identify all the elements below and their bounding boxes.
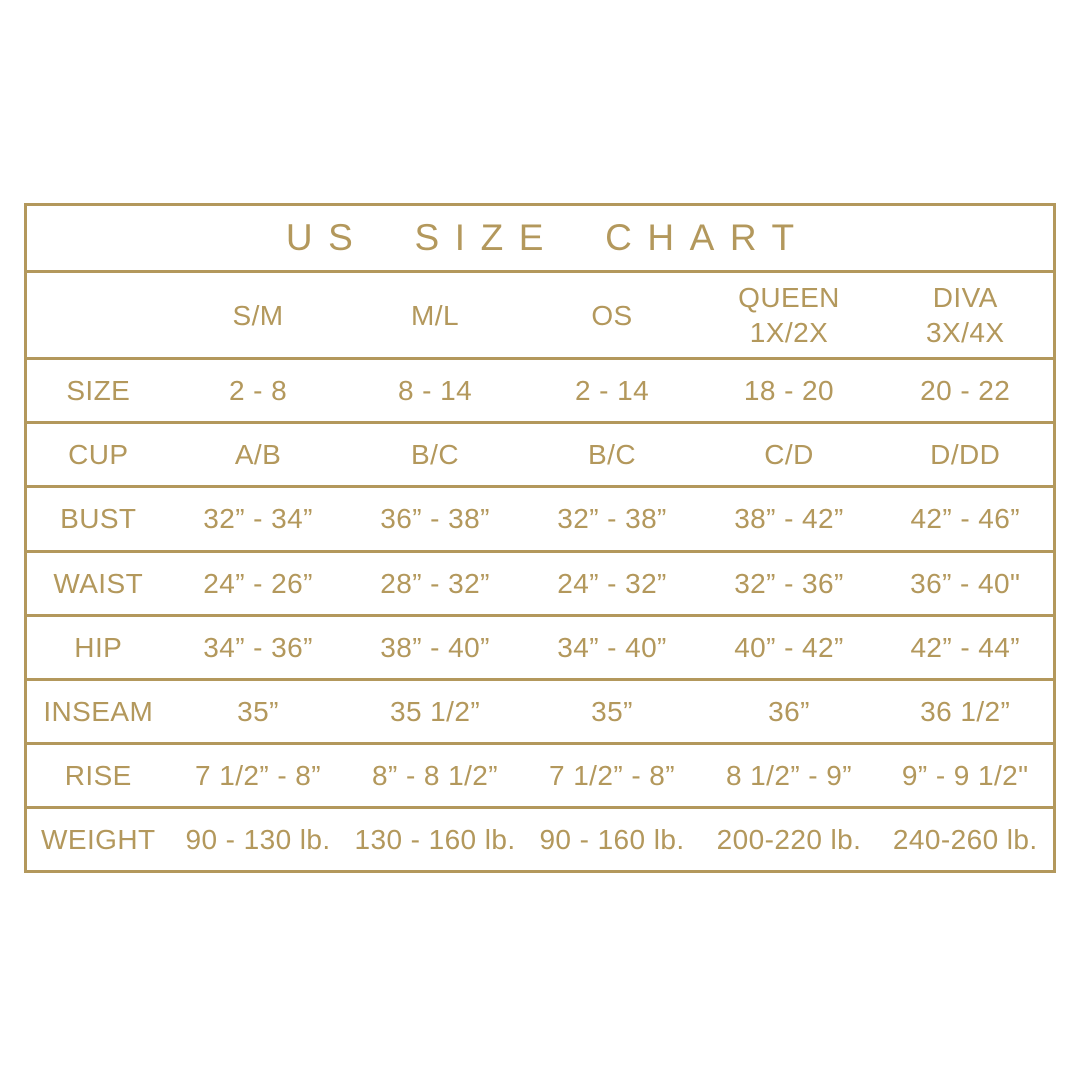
corner-cell — [25, 271, 170, 361]
table-cell: A/B — [169, 422, 347, 489]
table-cell: 36 1/2” — [877, 679, 1055, 745]
table-row-inseam: INSEAM 35” 35 1/2” 35” 36” 36 1/2” — [25, 679, 1055, 745]
table-cell: 18 - 20 — [700, 358, 878, 425]
column-header-sm: S/M — [169, 271, 347, 361]
chart-title: US SIZE CHART — [25, 204, 1055, 274]
table-cell: 36” - 38” — [346, 486, 524, 553]
table-cell: 35 1/2” — [346, 679, 524, 745]
table-cell: 7 1/2” - 8” — [523, 743, 701, 809]
row-label: WEIGHT — [25, 807, 170, 874]
table-cell: 2 - 14 — [523, 358, 701, 425]
table-cell: 38” - 42” — [700, 486, 878, 553]
table-row-bust: BUST 32” - 34” 36” - 38” 32” - 38” 38” -… — [25, 486, 1055, 553]
column-header-sublabel: 3X/4X — [926, 317, 1005, 349]
column-header-label: OS — [591, 299, 633, 331]
column-header-ml: M/L — [346, 271, 524, 361]
table-cell: 38” - 40” — [346, 615, 524, 681]
column-header-label: DIVA — [932, 282, 998, 314]
row-label: SIZE — [25, 358, 170, 425]
column-header-label: QUEEN — [738, 282, 840, 314]
table-cell: 42” - 44” — [877, 615, 1055, 681]
table-row-hip: HIP 34” - 36” 38” - 40” 34” - 40” 40” - … — [25, 615, 1055, 681]
table-cell: 24” - 26” — [169, 551, 347, 617]
us-size-chart-table: US SIZE CHART S/M M/L OS QUEEN — [24, 203, 1056, 874]
column-header-label: S/M — [232, 299, 284, 331]
column-header-os: OS — [523, 271, 701, 361]
table-cell: 8 - 14 — [346, 358, 524, 425]
column-header-diva: DIVA 3X/4X — [877, 271, 1055, 361]
row-label: BUST — [25, 486, 170, 553]
table-cell: 34” - 36” — [169, 615, 347, 681]
table-cell: 28” - 32” — [346, 551, 524, 617]
table-row-rise: RISE 7 1/2” - 8” 8” - 8 1/2” 7 1/2” - 8”… — [25, 743, 1055, 809]
table-cell: 32” - 36” — [700, 551, 878, 617]
table-cell: 42” - 46” — [877, 486, 1055, 553]
row-label: RISE — [25, 743, 170, 809]
table-cell: 20 - 22 — [877, 358, 1055, 425]
table-cell: 36” - 40" — [877, 551, 1055, 617]
table-cell: 240-260 lb. — [877, 807, 1055, 874]
title-row: US SIZE CHART — [25, 204, 1055, 274]
row-label: INSEAM — [25, 679, 170, 745]
table-cell: 90 - 160 lb. — [523, 807, 701, 874]
row-label: WAIST — [25, 551, 170, 617]
table-cell: 90 - 130 lb. — [169, 807, 347, 874]
table-cell: C/D — [700, 422, 878, 489]
table-cell: 130 - 160 lb. — [346, 807, 524, 874]
column-header-label: M/L — [411, 299, 459, 331]
table-row-cup: CUP A/B B/C B/C C/D D/DD — [25, 422, 1055, 489]
table-cell: 35” — [523, 679, 701, 745]
table-cell: 8” - 8 1/2” — [346, 743, 524, 809]
table-cell: 32” - 34” — [169, 486, 347, 553]
table-cell: 35” — [169, 679, 347, 745]
table-cell: 2 - 8 — [169, 358, 347, 425]
column-header-row: S/M M/L OS QUEEN 1X/2X DIVA 3X/4X — [25, 271, 1055, 361]
table-cell: 36” — [700, 679, 878, 745]
table-cell: 34” - 40” — [523, 615, 701, 681]
row-label: HIP — [25, 615, 170, 681]
table-row-waist: WAIST 24” - 26” 28” - 32” 24” - 32” 32” … — [25, 551, 1055, 617]
table-cell: 8 1/2” - 9” — [700, 743, 878, 809]
table-cell: B/C — [523, 422, 701, 489]
table-row-weight: WEIGHT 90 - 130 lb. 130 - 160 lb. 90 - 1… — [25, 807, 1055, 874]
table-row-size: SIZE 2 - 8 8 - 14 2 - 14 18 - 20 20 - 22 — [25, 358, 1055, 425]
column-header-queen: QUEEN 1X/2X — [700, 271, 878, 361]
table-cell: 32” - 38” — [523, 486, 701, 553]
table-cell: D/DD — [877, 422, 1055, 489]
table-cell: B/C — [346, 422, 524, 489]
table-cell: 200-220 lb. — [700, 807, 878, 874]
table-cell: 7 1/2” - 8” — [169, 743, 347, 809]
table-cell: 24” - 32” — [523, 551, 701, 617]
column-header-sublabel: 1X/2X — [749, 317, 829, 349]
table-cell: 40” - 42” — [700, 615, 878, 681]
table-cell: 9” - 9 1/2" — [877, 743, 1055, 809]
row-label: CUP — [25, 422, 170, 489]
